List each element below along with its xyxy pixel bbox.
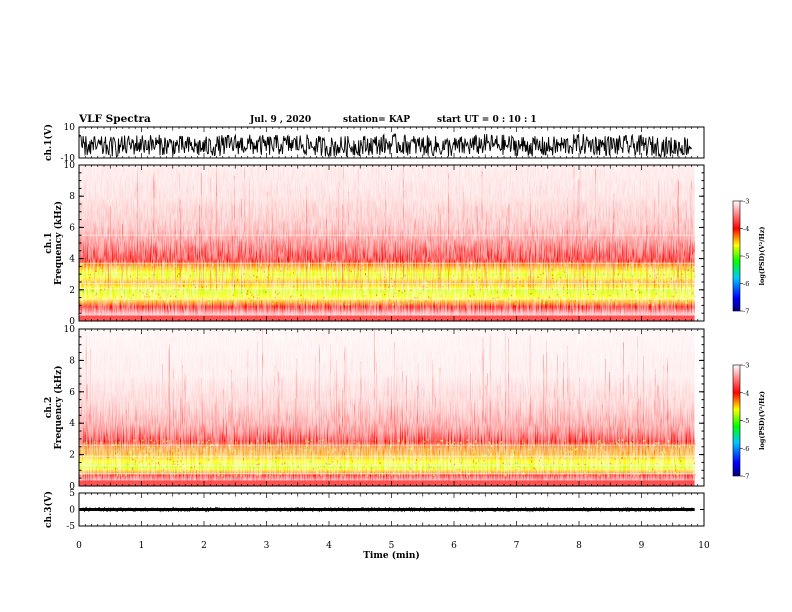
ytick-label: 4 — [69, 255, 75, 265]
colorbar-tick-label: -3 — [743, 362, 749, 370]
psd-lowband — [79, 480, 695, 486]
xtick-label: 3 — [264, 541, 270, 551]
ytick-label: 10 — [64, 325, 76, 335]
xtick-label: 0 — [76, 541, 82, 551]
psd-speck — [694, 473, 696, 476]
panel-ylabel: ch.1(V) — [43, 124, 54, 161]
panel-ylabel: ch.2 — [44, 397, 54, 418]
psd-texture — [79, 165, 695, 321]
colorbar-tick-label: -7 — [743, 473, 749, 481]
ytick-label: 8 — [69, 356, 75, 366]
colorbar-tick-label: -6 — [743, 445, 749, 453]
psd-speck — [694, 295, 696, 298]
x-axis: 0 1 2 3 4 5 6 7 8 9 10 Time (min) — [76, 127, 710, 561]
colorbar — [732, 200, 741, 312]
x-axis-label: Time (min) — [363, 550, 420, 561]
start-time-label: start UT = 0 : 10 : 1 — [437, 115, 537, 125]
xtick-label: 7 — [514, 541, 520, 551]
psd-speck — [694, 275, 696, 278]
colorbar — [732, 364, 741, 477]
date-label: Jul. 9 , 2020 — [250, 115, 312, 125]
ytick-label: 10 — [64, 123, 76, 133]
xtick-label: 8 — [576, 541, 582, 551]
xtick-label: 10 — [698, 541, 710, 551]
xtick-label: 1 — [139, 541, 145, 551]
ytick-label: -10 — [61, 154, 76, 164]
xtick-label: 6 — [451, 541, 457, 551]
station-label: station= KAP — [343, 115, 411, 125]
ch1-spectrogram: 0 2 4 6 8 10 ch.1 Frequency (kHz) -3 -4 -5 -6 -7 log(… — [44, 161, 766, 327]
colorbar-tick-label: -5 — [743, 417, 749, 425]
ytick-label: 10 — [64, 161, 76, 171]
ytick-label: 0 — [69, 482, 75, 492]
waveform-trace — [78, 132, 692, 158]
ch3-waveform: 5 0 -5 ch.3(V) — [43, 489, 705, 532]
ytick-label: 2 — [69, 286, 75, 296]
panel-ylabel: ch.3(V) — [43, 491, 54, 528]
ch1-waveform: 10 -10 ch.1(V) — [43, 123, 705, 164]
panel-ylabel: Frequency (kHz) — [53, 201, 64, 285]
ytick-label: -5 — [66, 522, 75, 532]
panel-ylabel: Frequency (kHz) — [53, 365, 64, 449]
colorbar-tick-label: -4 — [743, 225, 749, 233]
ytick-label: 0 — [69, 506, 75, 516]
colorbar-tick-label: -4 — [743, 389, 749, 397]
colorbar-tick-label: -3 — [743, 198, 749, 206]
ch2-spectrogram: 0 2 4 6 8 10 ch.2 Frequency (kHz) -3 -4 -5 -6 -7 log(… — [44, 325, 766, 492]
colorbar-tick-label: -7 — [743, 308, 749, 316]
waveform-band — [79, 508, 695, 511]
ytick-label: 8 — [69, 192, 75, 202]
ytick-label: 0 — [69, 317, 75, 327]
xtick-label: 5 — [389, 541, 395, 551]
xtick-label: 9 — [639, 541, 645, 551]
ytick-label: 2 — [69, 451, 75, 461]
psd-lowband — [79, 315, 695, 321]
xtick-label: 2 — [201, 541, 207, 551]
colorbar-tick-label: -5 — [743, 253, 749, 261]
ytick-label: 6 — [69, 388, 75, 398]
psd-speck — [694, 443, 696, 445]
figure-title: VLF Spectra — [79, 113, 151, 125]
panel-ylabel: ch.1 — [44, 232, 54, 253]
colorbar-label: log(PSD)(V²/Hz) — [758, 227, 766, 286]
colorbar-label: log(PSD)(V²/Hz) — [758, 391, 766, 450]
ytick-label: 6 — [69, 223, 75, 233]
ytick-label: 4 — [69, 419, 75, 429]
xtick-label: 4 — [326, 541, 332, 551]
ytick-label: 5 — [69, 489, 75, 499]
psd-texture — [79, 329, 695, 486]
colorbar-tick-label: -6 — [743, 280, 749, 288]
